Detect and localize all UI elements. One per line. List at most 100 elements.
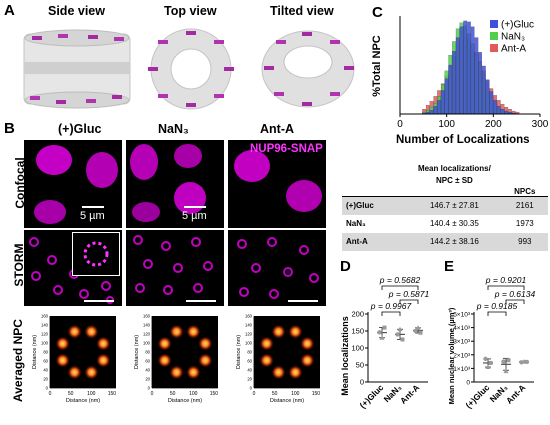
averaged-npc-y-tick: 80 <box>247 350 252 355</box>
npc-subunit-spot <box>198 336 213 351</box>
averaged-npc-y-tick: 120 <box>143 332 151 337</box>
dotplot-point <box>503 368 509 374</box>
view-title-side: Side view <box>48 4 105 18</box>
p-value-label: p = 0.9185 <box>476 301 518 311</box>
averaged-npc-x-tick: 100 <box>291 391 300 397</box>
scale-bar <box>84 300 114 302</box>
dotplot-tick-label: 3×10³ <box>453 339 471 346</box>
dotplot-category-label: Ant-A <box>504 382 527 405</box>
storm-image-gluc <box>24 230 122 306</box>
p-value-label: p = 0.9967 <box>370 301 412 311</box>
histogram-bar <box>470 26 475 115</box>
dotplot-point <box>524 359 529 364</box>
averaged-npc-y-tick: 20 <box>247 377 252 382</box>
npc-top-view <box>148 28 234 110</box>
dotplot-ylabel: Mean nuclear volume (µm³) <box>447 307 456 404</box>
table-cell: 144.2 ± 38.16 <box>407 232 502 251</box>
table-header: Mean localizations/ NPC ± SD <box>407 154 502 197</box>
dotplot-point <box>488 360 493 365</box>
significance-bracket <box>381 311 401 316</box>
averaged-npc-x-tick: 100 <box>189 391 198 397</box>
table-header-row: Mean localizations/ NPC ± SD NPCs <box>342 154 548 197</box>
averaged-npc-y-tick: 0 <box>148 386 151 391</box>
table-cell: (+)Gluc <box>342 196 408 215</box>
histogram-bar <box>433 106 438 115</box>
significance-bracket <box>487 285 525 290</box>
histogram-bar <box>463 20 468 115</box>
confocal-cells-gluc <box>34 145 118 224</box>
legend-swatch <box>490 20 498 28</box>
npc-subunit-spot <box>198 353 213 368</box>
npc-subunit-spot <box>186 324 201 339</box>
table-cell: 1973 <box>515 219 534 228</box>
storm-inset <box>72 232 120 276</box>
npc-subunit-spot <box>84 365 99 380</box>
npc-subunit-spot <box>259 336 274 351</box>
storm-image-anta <box>228 230 326 306</box>
histogram-bar <box>459 26 464 115</box>
storm-npc-rings-nan3 <box>133 235 213 295</box>
dotplot-point <box>418 330 423 335</box>
npc-subunit-spot <box>157 353 172 368</box>
histogram-tick-label: 300 <box>532 119 549 130</box>
histogram-bar <box>489 91 494 115</box>
dotplot-point <box>397 326 403 332</box>
table-header <box>342 154 408 197</box>
averaged-npc-y-tick: 160 <box>245 314 253 319</box>
averaged-npc-xlabel: Distance (nm) <box>66 398 100 404</box>
npc-subunit-spot <box>288 365 303 380</box>
averaged-npc-y-tick: 40 <box>145 368 150 373</box>
dotplot-tick-label: 1×10³ <box>453 366 471 373</box>
histogram-bar <box>482 65 486 115</box>
legend-swatch <box>490 32 498 40</box>
dotplot-category-label: Ant-A <box>398 382 421 405</box>
view-title-top: Top view <box>164 4 217 18</box>
npc-subunit-spot <box>186 365 201 380</box>
panel-letter-c: C <box>372 4 383 21</box>
dotplot-point <box>483 356 488 362</box>
table-cell: Ant-A <box>342 232 408 251</box>
storm-inset-ring <box>83 241 109 267</box>
dotplot-tick-label: 50 <box>356 361 364 370</box>
npc-subunit-spot <box>157 336 172 351</box>
npc-subunit-spot <box>300 353 315 368</box>
dotplot-point <box>485 364 491 370</box>
significance-bracket <box>505 299 525 304</box>
averaged-npc-y-tick: 100 <box>245 341 253 346</box>
averaged-npc-xlabel: Distance (nm) <box>270 398 304 404</box>
p-value-label: p = 0.5871 <box>388 289 430 299</box>
averaged-npc-x-tick: 150 <box>210 391 219 397</box>
averaged-npc-ylabel: Distance (nm) <box>32 335 38 369</box>
scale-bar <box>184 206 206 208</box>
mean-localizations-chart: Mean localizations 050100150200(+)GlucNaN… <box>340 275 430 410</box>
table-cell: 140.4 ± 30.35 <box>429 219 479 228</box>
averaged-npc-panel: 0 50 100 150 0 20 40 60 80 100 120 140 160 Distance (… <box>32 314 116 404</box>
averaged-npc-ylabel: Distance (nm) <box>134 335 140 369</box>
npc-subunit-spot <box>67 324 82 339</box>
scale-label: 5 µm <box>182 210 207 222</box>
table-cell: 2161 <box>501 196 548 215</box>
dotplot-ylabel: Mean localizations <box>340 316 350 396</box>
table-header: NPCs <box>501 154 548 197</box>
table-row: NaN₃ 140.4 ± 30.35 1973 <box>342 215 548 233</box>
averaged-npc-y-tick: 40 <box>43 368 48 373</box>
legend-swatch <box>490 44 498 52</box>
dotplot-tick-label: 5×10³ <box>453 312 471 319</box>
significance-bracket <box>487 311 507 316</box>
npc-structure-renderings <box>23 28 355 110</box>
npc-tilted-view <box>261 30 355 108</box>
table-cell: 993 <box>501 232 548 251</box>
dotplot-point <box>382 325 387 330</box>
averaged-npc-x-tick: 100 <box>87 391 96 397</box>
averaged-npc-y-tick: 140 <box>245 323 253 328</box>
npc-subunit-spot <box>300 336 315 351</box>
averaged-npc-y-tick: 60 <box>145 359 150 364</box>
stain-label: NUP96-SNAP <box>250 143 323 155</box>
view-title-tilted: Tilted view <box>270 4 334 18</box>
scale-bar <box>82 206 104 208</box>
dotplot-point <box>506 358 511 363</box>
dotplot-point <box>415 325 421 330</box>
histogram-x-ticks: 0 100 200 300 <box>397 114 549 130</box>
npc-subunit-spot <box>271 324 286 339</box>
